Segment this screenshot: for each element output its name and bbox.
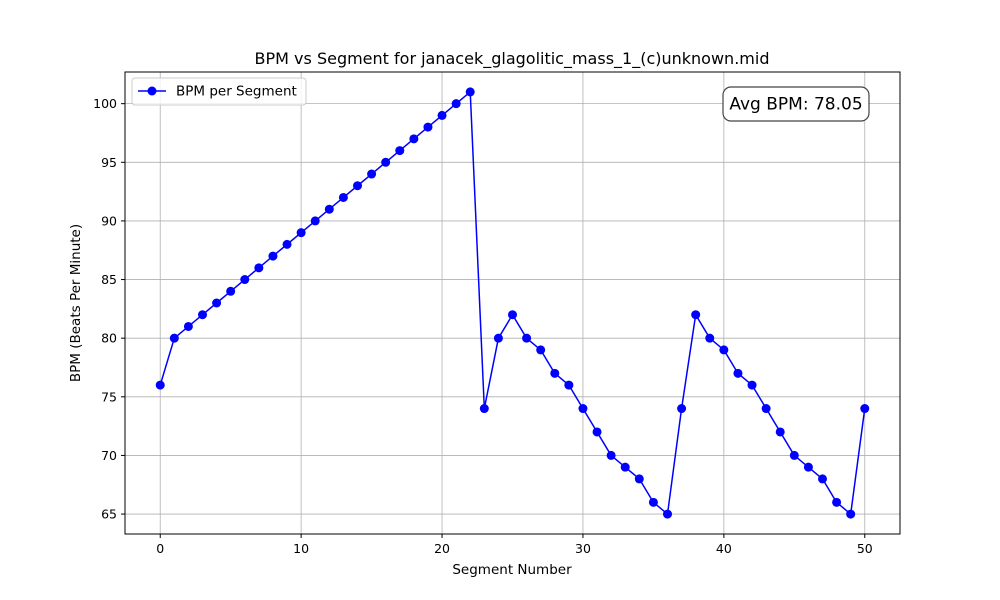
chart-title: BPM vs Segment for janacek_glagolitic_ma… [255, 49, 770, 69]
y-axis-label: BPM (Beats Per Minute) [68, 224, 84, 382]
data-point [296, 228, 306, 238]
data-point [719, 345, 729, 355]
data-point [183, 321, 193, 331]
data-point [592, 427, 602, 437]
data-point [212, 298, 222, 308]
avg-bpm-text: Avg BPM: 78.05 [729, 95, 862, 115]
data-point [677, 404, 687, 414]
data-point [423, 122, 433, 132]
data-point [338, 192, 348, 202]
legend: BPM per Segment [131, 77, 307, 106]
data-point [353, 181, 362, 191]
data-point [803, 462, 813, 472]
data-point [733, 368, 743, 378]
y-tick-label: 70 [101, 448, 117, 463]
data-point [705, 333, 715, 343]
y-tick-label: 80 [101, 331, 117, 346]
axis-ticks: 0 10 20 30 40 50 65 70 75 80 85 90 95 100 [93, 96, 873, 556]
x-tick-label: 20 [434, 541, 450, 556]
data-point [409, 134, 419, 144]
x-axis-label: Segment Number [452, 562, 572, 578]
legend-marker [147, 86, 157, 96]
data-point [648, 497, 658, 507]
data-point [465, 87, 475, 97]
data-point [268, 251, 278, 261]
data-point [550, 368, 560, 378]
data-point [310, 216, 320, 226]
data-point [691, 310, 701, 320]
data-point [606, 450, 616, 460]
x-tick-label: 40 [716, 541, 732, 556]
avg-bpm-annotation: Avg BPM: 78.05 [722, 86, 870, 122]
data-point [155, 380, 165, 390]
data-point [775, 427, 785, 437]
data-point [620, 462, 630, 472]
y-tick-label: 65 [101, 507, 117, 522]
data-point [578, 404, 588, 414]
y-tick-label: 100 [93, 96, 117, 111]
y-tick-label: 95 [101, 155, 117, 170]
data-point [761, 404, 771, 414]
annotation-box [722, 86, 870, 122]
data-point [634, 474, 644, 484]
data-point [493, 333, 503, 343]
grid-lines [125, 72, 900, 534]
data-point [789, 450, 799, 460]
data-point [437, 110, 447, 120]
data-point [818, 474, 827, 484]
data-point [564, 380, 574, 390]
data-point [254, 263, 264, 273]
y-tick-label: 90 [101, 213, 117, 228]
data-point [522, 333, 532, 343]
x-tick-label: 0 [156, 541, 164, 556]
plot-frame [124, 71, 901, 535]
data-point [860, 404, 870, 414]
data-point [240, 275, 250, 285]
data-point [198, 310, 207, 320]
legend-label: BPM per Segment [176, 84, 297, 100]
data-point [169, 333, 179, 343]
data-point [367, 169, 377, 179]
data-point [536, 345, 546, 355]
x-tick-label: 10 [293, 541, 309, 556]
data-point [226, 286, 236, 296]
legend-box [131, 77, 307, 106]
data-point [451, 99, 461, 109]
data-point [508, 310, 517, 320]
data-point [747, 380, 757, 390]
data-point [381, 157, 391, 167]
x-tick-label: 30 [575, 541, 591, 556]
data-point [479, 404, 489, 414]
data-point [395, 146, 405, 156]
data-point [663, 509, 672, 519]
x-tick-label: 50 [857, 541, 873, 556]
series-layer [155, 87, 870, 519]
data-point [282, 239, 292, 249]
y-tick-label: 85 [101, 272, 117, 287]
y-tick-label: 75 [101, 389, 117, 404]
data-point [846, 509, 856, 519]
data-point [832, 497, 842, 507]
data-point [324, 204, 334, 214]
